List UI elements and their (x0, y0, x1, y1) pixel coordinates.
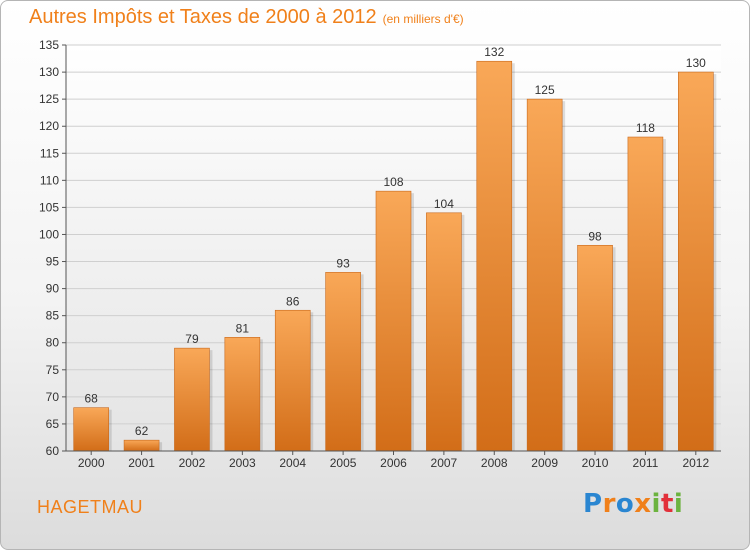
logo-letter: o (615, 489, 635, 519)
bar-2012 (678, 71, 714, 452)
y-tick-label: 60 (46, 444, 60, 458)
bar-2001 (123, 439, 160, 452)
data-label: 118 (636, 121, 655, 135)
bar-2000 (73, 407, 109, 452)
x-tick-label: 2008 (481, 456, 508, 470)
y-tick-label: 115 (40, 146, 59, 160)
y-tick-label: 105 (39, 200, 59, 214)
data-label: 132 (484, 45, 504, 59)
proxiti-logo: Proxiti (583, 489, 683, 519)
bar-2005 (325, 272, 361, 452)
data-label: 104 (434, 197, 454, 211)
y-tick-label: 70 (46, 390, 60, 404)
y-tick-label: 100 (39, 227, 59, 241)
x-tick-label: 2000 (78, 456, 105, 470)
data-label: 79 (185, 332, 199, 346)
bar-2009 (526, 98, 563, 452)
x-tick-label: 2005 (330, 456, 357, 470)
commune-name: HAGETMAU (37, 497, 144, 517)
y-tick-label: 135 (39, 38, 59, 52)
bar-2002 (174, 347, 210, 452)
bars: 68 62 79 81 86 93 108 104 132 125 98 118 130 (73, 45, 717, 452)
data-label: 125 (535, 83, 555, 97)
bar-2010 (577, 244, 613, 452)
logo-letter: i (673, 489, 684, 519)
y-tick-label: 130 (39, 65, 59, 79)
x-tick-label: 2009 (531, 456, 558, 470)
y-tick-label: 90 (46, 282, 60, 296)
data-label: 98 (588, 229, 602, 243)
bar-2007 (426, 212, 462, 452)
data-label: 108 (383, 175, 403, 189)
data-label: 93 (336, 256, 350, 270)
y-tick-label: 65 (46, 417, 60, 431)
y-tick-label: 110 (40, 173, 59, 187)
y-tick-label: 125 (39, 92, 59, 106)
logo-letter: x (634, 489, 652, 519)
bar-2006 (375, 190, 412, 452)
logo-letter: i (651, 489, 661, 519)
chart-unit: (en milliers d'€) (382, 12, 464, 26)
bar-2011 (627, 136, 664, 452)
x-tick-label: 2012 (682, 456, 709, 470)
logo-letter: r (602, 489, 616, 519)
y-tick-label: 95 (46, 255, 60, 269)
data-label: 62 (135, 424, 149, 438)
data-label: 68 (85, 392, 99, 406)
x-tick-label: 2002 (179, 456, 206, 470)
data-label: 81 (236, 321, 250, 335)
bar-2004 (274, 309, 311, 452)
x-tick-label: 2003 (229, 456, 256, 470)
x-tick-label: 2006 (380, 456, 407, 470)
axes: 60 65 70 75 80 85 90 95 100 105 110 115 120 125 130 135… (39, 38, 721, 470)
x-tick-label: 2007 (431, 456, 458, 470)
x-tick-label: 2011 (633, 456, 659, 470)
logo-letter: P (583, 489, 603, 519)
x-tick-label: 2010 (582, 456, 609, 470)
logo-letter: t (660, 489, 674, 519)
x-tick-label: 2004 (279, 456, 306, 470)
x-tick-label: 2001 (128, 456, 155, 470)
y-tick-label: 85 (46, 309, 60, 323)
data-label: 130 (686, 56, 706, 70)
y-tick-label: 75 (46, 363, 60, 377)
data-label: 86 (286, 294, 300, 308)
bar-2008 (476, 60, 513, 452)
chart-title: Autres Impôts et Taxes de 2000 à 2012 (en… (29, 6, 464, 29)
bar-2003 (224, 337, 261, 452)
y-tick-label: 80 (46, 336, 60, 350)
y-tick-label: 120 (39, 119, 59, 133)
chart-title-text: Autres Impôts et Taxes de 2000 à 2012 (29, 6, 377, 28)
